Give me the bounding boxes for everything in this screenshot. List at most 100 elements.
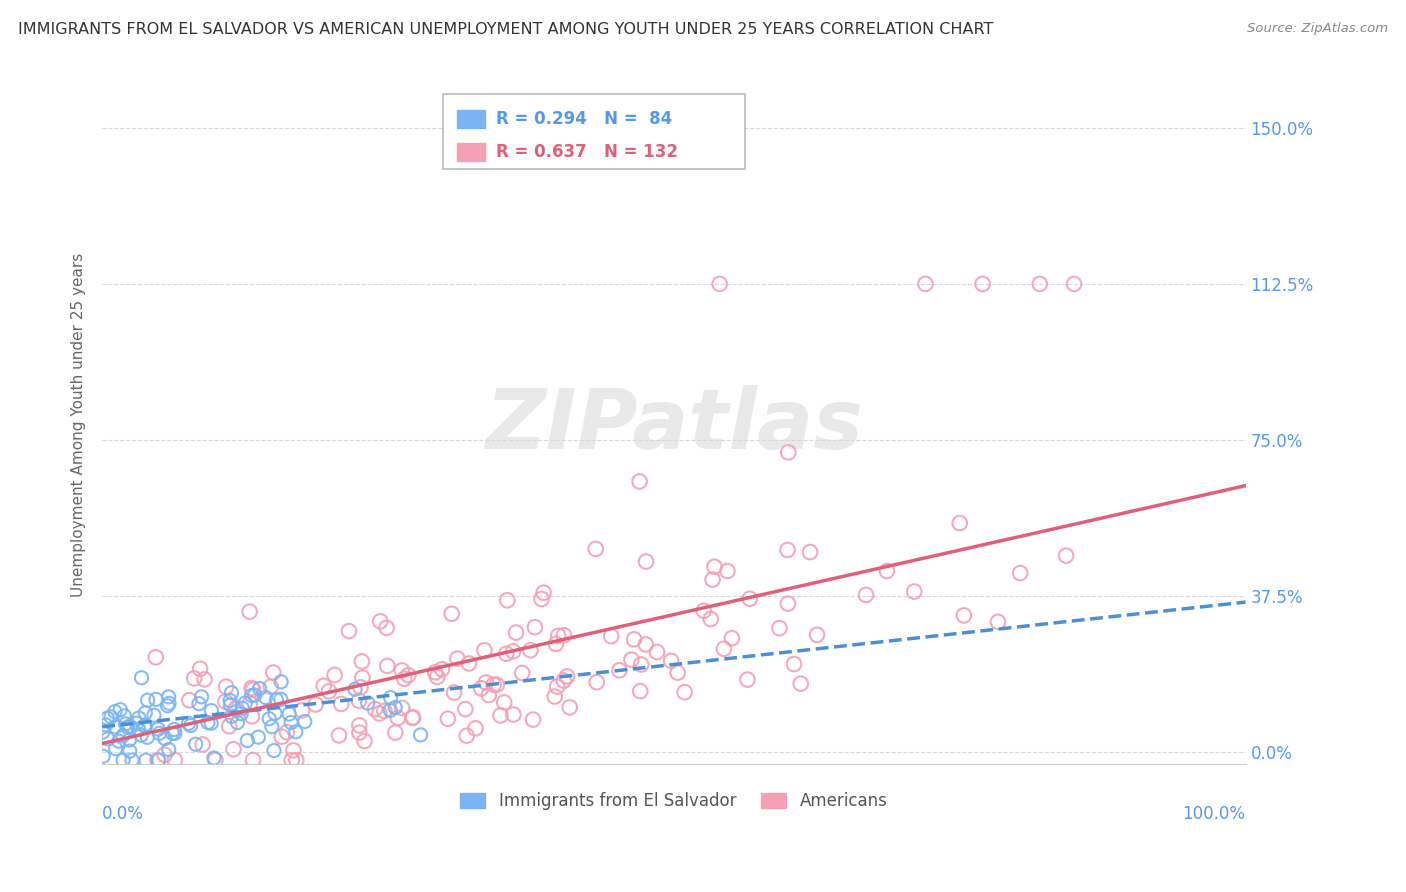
Point	[214, 695, 236, 709]
Point	[197, 715, 219, 730]
Point	[553, 673, 575, 688]
Point	[284, 724, 307, 739]
Point	[193, 673, 215, 687]
Point	[337, 624, 360, 639]
Point	[134, 719, 156, 733]
Point	[555, 669, 578, 683]
Point	[260, 720, 283, 734]
Point	[188, 662, 211, 676]
Point	[544, 690, 567, 704]
Point	[544, 637, 567, 651]
Point	[285, 753, 308, 767]
Point	[231, 701, 253, 715]
Point	[394, 672, 416, 686]
Point	[148, 726, 170, 740]
Point	[634, 637, 657, 651]
Point	[266, 693, 288, 707]
Point	[323, 668, 346, 682]
Point	[391, 701, 413, 715]
Point	[709, 277, 731, 291]
Point	[291, 703, 314, 717]
Point	[91, 725, 114, 739]
Point	[806, 628, 828, 642]
Text: 100.0%: 100.0%	[1182, 805, 1246, 823]
Point	[522, 713, 544, 727]
Point	[645, 645, 668, 659]
Point	[790, 676, 813, 690]
Text: IMMIGRANTS FROM EL SALVADOR VS AMERICAN UNEMPLOYMENT AMONG YOUTH UNDER 25 YEARS : IMMIGRANTS FROM EL SALVADOR VS AMERICAN …	[18, 22, 994, 37]
Point	[430, 662, 453, 676]
Point	[200, 716, 222, 731]
Point	[239, 697, 262, 711]
Point	[738, 591, 761, 606]
Point	[876, 564, 898, 578]
Point	[437, 712, 460, 726]
Point	[179, 693, 201, 707]
Point	[226, 715, 249, 730]
Point	[180, 718, 202, 732]
Point	[121, 753, 143, 767]
Text: 0.0%: 0.0%	[103, 805, 143, 823]
Point	[370, 615, 392, 629]
Y-axis label: Unemployment Among Youth under 25 years: Unemployment Among Youth under 25 years	[72, 253, 86, 598]
Point	[349, 718, 371, 732]
Point	[263, 743, 285, 757]
Point	[270, 692, 292, 706]
Point	[304, 698, 326, 712]
Point	[914, 277, 936, 291]
Point	[402, 710, 425, 724]
Point	[673, 685, 696, 699]
Point	[221, 686, 243, 700]
Point	[496, 593, 519, 607]
Point	[502, 644, 524, 658]
Point	[118, 733, 141, 747]
Point	[163, 726, 186, 740]
Point	[666, 665, 689, 680]
Point	[96, 711, 118, 725]
Point	[799, 545, 821, 559]
Point	[219, 693, 242, 707]
Point	[111, 729, 134, 743]
Point	[482, 678, 505, 692]
Point	[776, 543, 799, 558]
Point	[357, 696, 380, 710]
Point	[240, 709, 263, 723]
Point	[380, 703, 402, 717]
Point	[104, 720, 127, 734]
Point	[236, 733, 259, 747]
Point	[519, 643, 541, 657]
Point	[148, 722, 170, 736]
Point	[233, 696, 256, 710]
Point	[523, 620, 546, 634]
Point	[163, 753, 186, 767]
Point	[628, 475, 651, 489]
Point	[425, 665, 447, 680]
Point	[94, 718, 117, 732]
Point	[163, 723, 186, 737]
Point	[270, 674, 292, 689]
Point	[384, 725, 406, 739]
Point	[270, 730, 292, 744]
Point	[128, 711, 150, 725]
Point	[353, 734, 375, 748]
Point	[1063, 277, 1085, 291]
Point	[454, 702, 477, 716]
Point	[628, 684, 651, 698]
Point	[204, 753, 226, 767]
Point	[546, 680, 568, 694]
Point	[240, 681, 263, 695]
Point	[470, 681, 492, 696]
Point	[104, 741, 127, 756]
Point	[136, 731, 159, 745]
Point	[136, 693, 159, 707]
Point	[312, 679, 335, 693]
Point	[254, 690, 277, 705]
Point	[114, 717, 136, 731]
Point	[247, 730, 270, 744]
Point	[160, 726, 183, 740]
Point	[100, 710, 122, 724]
Point	[142, 708, 165, 723]
Point	[384, 700, 406, 714]
Point	[131, 671, 153, 685]
Point	[91, 749, 114, 764]
